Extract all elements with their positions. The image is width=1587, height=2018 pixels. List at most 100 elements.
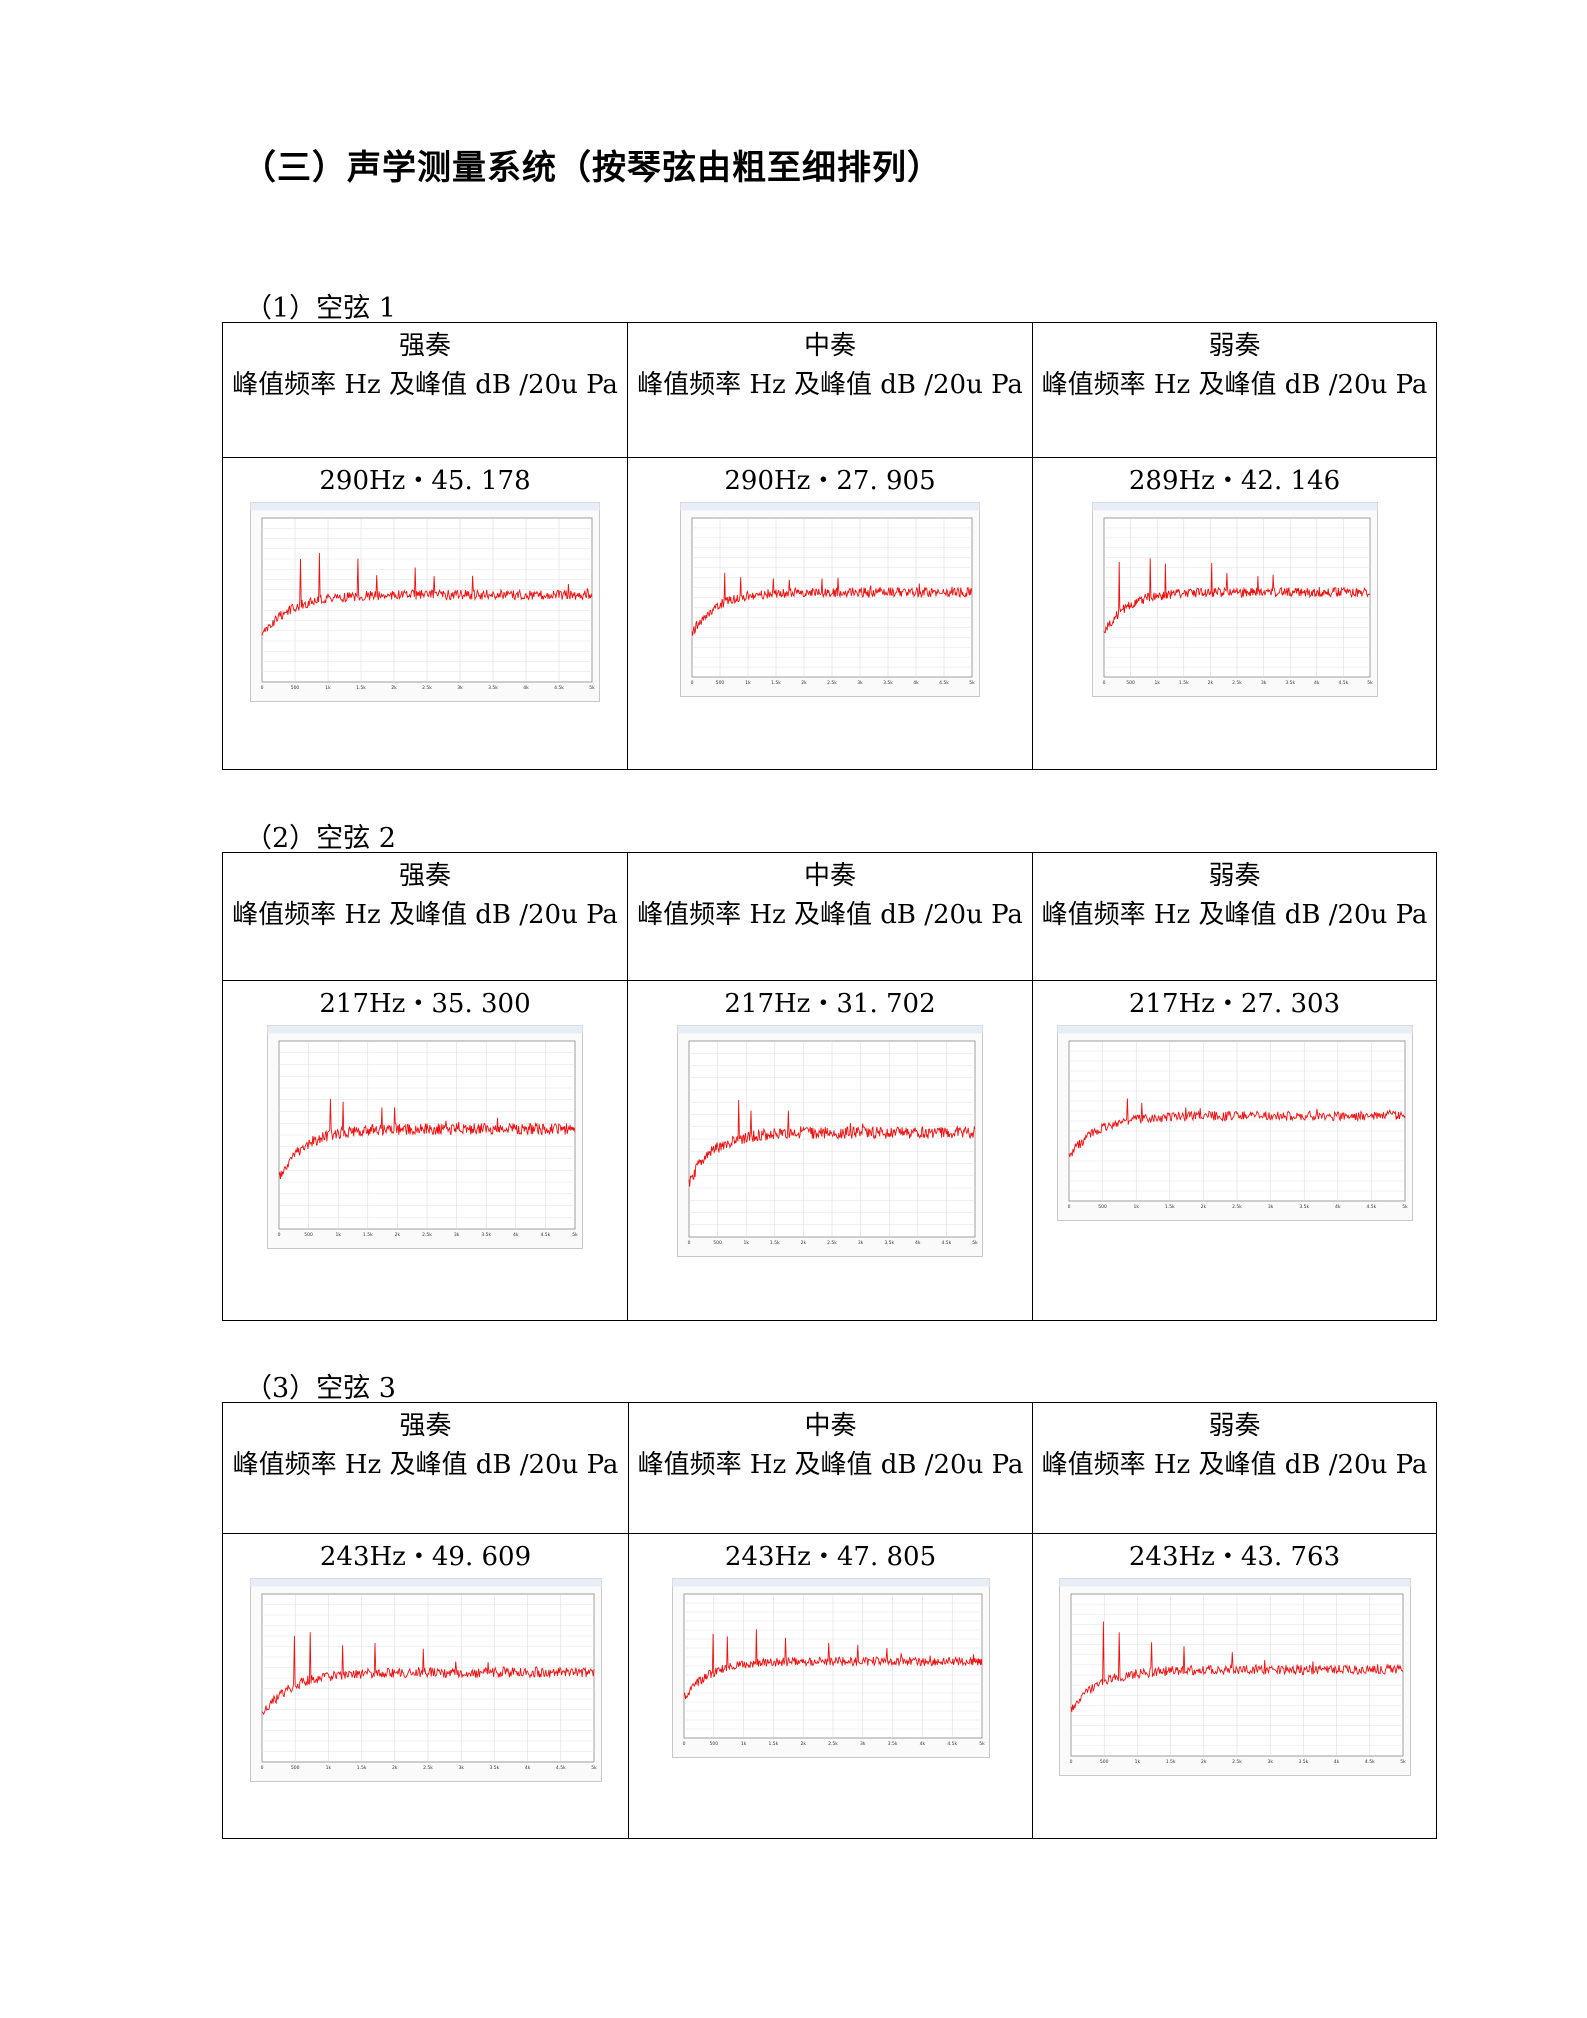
x-tick-label: 4.5k [1364, 1759, 1374, 1765]
x-tick-label: 1.5k [1164, 1204, 1174, 1210]
spectrum-chart: 0 500 1k 1.5k 2k 2.5k 3k 3.5k 4k 4.5k 5k [250, 502, 600, 702]
section-label-1: （1）空弦 1 [245, 293, 396, 324]
value-cell: 217Hz・27. 303 0 500 1k 1.5k 2k 2.5k 3k 3.5k 4k 4.… [1032, 980, 1437, 1321]
x-tick-label: 2.5k [828, 1741, 838, 1747]
x-tick-label: 1.5k [770, 1240, 780, 1246]
x-tick-label: 3k [1267, 1204, 1273, 1210]
x-tick-label: 0 [261, 685, 264, 691]
x-tick-label: 3k [458, 1765, 464, 1771]
page-title: （三）声学测量系统（按琴弦由粗至细排列） [242, 148, 942, 188]
value-cell: 217Hz・35. 300 0 500 1k 1.5k 2k 2.5k 3k 3.5k 4k 4.… [222, 980, 628, 1321]
x-tick-label: 5k [1400, 1759, 1406, 1765]
value-cell: 217Hz・31. 702 0 500 1k 1.5k 2k 2.5k 3k 3.5k 4k 4.… [627, 980, 1033, 1321]
x-tick-label: 3k [457, 685, 463, 691]
x-tick-label: 2k [1201, 1759, 1207, 1765]
measurement-table-3: 强奏 峰值频率 Hz 及峰值 dB /20u Pa 中奏 峰值频率 Hz 及峰值… [222, 1402, 1437, 1839]
x-tick-label: 4.5k [555, 1765, 565, 1771]
x-tick-label: 1.5k [771, 680, 781, 686]
play-weak-label: 弱奏 [1208, 331, 1261, 361]
x-tick-label: 500 [709, 1741, 718, 1747]
x-tick-label: 1.5k [768, 1741, 778, 1747]
spectrum-series-line [1068, 1098, 1405, 1157]
value-cell: 243Hz・47. 805 0 500 1k 1.5k 2k 2.5k 3k 3.5k 4k 4.… [628, 1533, 1033, 1839]
value-cell: 290Hz・45. 178 0 500 1k 1.5k 2k 2.5k 3k 3.5k 4k 4.… [222, 457, 628, 770]
value-cell: 243Hz・49. 609 0 500 1k 1.5k 2k 2.5k 3k 3.5k 4k 4.… [222, 1533, 629, 1839]
peak-value: 290Hz・27. 905 [724, 466, 936, 496]
spectrum-series-line [1103, 558, 1370, 634]
x-tick-label: 3.5k [481, 1232, 491, 1238]
x-tick-label: 4.5k [1366, 1204, 1376, 1210]
x-tick-label: 4k [513, 1232, 519, 1238]
x-tick-label: 3k [858, 1240, 864, 1246]
peak-value: 217Hz・27. 303 [1128, 989, 1341, 1019]
peak-value: 217Hz・31. 702 [724, 989, 936, 1019]
play-strong-label: 强奏 [398, 331, 451, 361]
peak-value: 290Hz・45. 178 [319, 466, 531, 496]
spectrum-chart: 0 500 1k 1.5k 2k 2.5k 3k 3.5k 4k 4.5k 5k [1058, 1578, 1411, 1776]
peak-value: 217Hz・35. 300 [319, 989, 531, 1019]
chart-titlebar [250, 502, 600, 511]
x-tick-label: 0 [1102, 680, 1105, 686]
metric-label: 峰值频率 Hz 及峰值 dB /20u Pa [637, 900, 1023, 930]
header-weak: 弱奏 峰值频率 Hz 及峰值 dB /20u Pa [1032, 1402, 1437, 1534]
x-tick-label: 4.5k [554, 685, 564, 691]
x-tick-label: 500 [1126, 680, 1135, 686]
spectrum-chart: 0 500 1k 1.5k 2k 2.5k 3k 3.5k 4k 4.5k 5k [267, 1025, 583, 1249]
x-tick-label: 2k [395, 1232, 401, 1238]
spectrum-chart: 0 500 1k 1.5k 2k 2.5k 3k 3.5k 4k 4.5k 5k [671, 1578, 990, 1758]
x-tick-label: 500 [713, 1240, 722, 1246]
x-tick-label: 500 [304, 1232, 313, 1238]
x-tick-label: 1k [1134, 1759, 1140, 1765]
x-tick-label: 1.5k [356, 685, 366, 691]
x-tick-label: 2k [801, 1240, 807, 1246]
metric-label: 峰值频率 Hz 及峰值 dB /20u Pa [1041, 370, 1428, 400]
metric-label: 峰值频率 Hz 及峰值 dB /20u Pa [232, 370, 618, 400]
play-strong-label: 强奏 [398, 861, 451, 891]
x-tick-label: 3.5k [488, 685, 498, 691]
section-label-3: （3）空弦 3 [245, 1373, 396, 1404]
x-tick-label: 5k [591, 1765, 597, 1771]
spectrum-chart: 0 500 1k 1.5k 2k 2.5k 3k 3.5k 4k 4.5k 5k [677, 1025, 983, 1257]
x-tick-label: 3k [860, 1741, 866, 1747]
chart-titlebar [1057, 1025, 1412, 1034]
x-tick-label: 3.5k [489, 1765, 499, 1771]
header-weak: 弱奏 峰值频率 Hz 及峰值 dB /20u Pa [1032, 852, 1437, 981]
peak-value: 243Hz・49. 609 [319, 1542, 532, 1572]
spectrum-series-line [261, 1632, 594, 1716]
x-tick-label: 2.5k [422, 1232, 432, 1238]
value-cell: 243Hz・43. 763 0 500 1k 1.5k 2k 2.5k 3k 3.5k 4k 4.… [1032, 1533, 1437, 1839]
section-label-2: （2）空弦 2 [245, 823, 396, 854]
play-weak-label: 弱奏 [1208, 1411, 1261, 1441]
x-tick-label: 2.5k [1232, 1204, 1242, 1210]
x-tick-label: 0 [1067, 1204, 1070, 1210]
x-tick-label: 2.5k [827, 1240, 837, 1246]
x-tick-label: 2.5k [1232, 1759, 1242, 1765]
x-tick-label: 2.5k [1232, 680, 1242, 686]
x-tick-label: 5k [589, 685, 595, 691]
metric-label: 峰值频率 Hz 及峰值 dB /20u Pa [232, 1450, 619, 1480]
x-tick-label: 1k [740, 1741, 746, 1747]
x-tick-label: 0 [278, 1232, 281, 1238]
x-tick-label: 4k [1333, 1759, 1339, 1765]
metric-label: 峰值频率 Hz 及峰值 dB /20u Pa [1041, 900, 1428, 930]
header-medium: 中奏 峰值频率 Hz 及峰值 dB /20u Pa [627, 852, 1033, 981]
value-cell: 290Hz・27. 905 0 500 1k 1.5k 2k 2.5k 3k 3.5k 4k 4.… [627, 457, 1033, 770]
x-tick-label: 5k [1367, 680, 1373, 686]
x-tick-label: 0 [688, 1240, 691, 1246]
x-tick-label: 5k [972, 1240, 978, 1246]
spectrum-chart: 0 500 1k 1.5k 2k 2.5k 3k 3.5k 4k 4.5k 5k [1056, 1025, 1413, 1221]
play-strong-label: 强奏 [399, 1411, 452, 1441]
peak-value: 289Hz・42. 146 [1128, 466, 1341, 496]
x-tick-label: 500 [290, 1765, 299, 1771]
x-tick-label: 3.5k [1298, 1759, 1308, 1765]
chart-titlebar [250, 1578, 601, 1587]
x-tick-label: 2k [392, 1765, 398, 1771]
x-tick-label: 500 [1099, 1759, 1108, 1765]
x-tick-label: 4.5k [947, 1741, 957, 1747]
spectrum-series-line [688, 1099, 976, 1187]
metric-label: 峰值频率 Hz 及峰值 dB /20u Pa [232, 900, 618, 930]
x-tick-label: 3.5k [887, 1741, 897, 1747]
x-tick-label: 500 [716, 680, 725, 686]
x-tick-label: 1k [325, 1765, 331, 1771]
x-tick-label: 5k [969, 680, 975, 686]
